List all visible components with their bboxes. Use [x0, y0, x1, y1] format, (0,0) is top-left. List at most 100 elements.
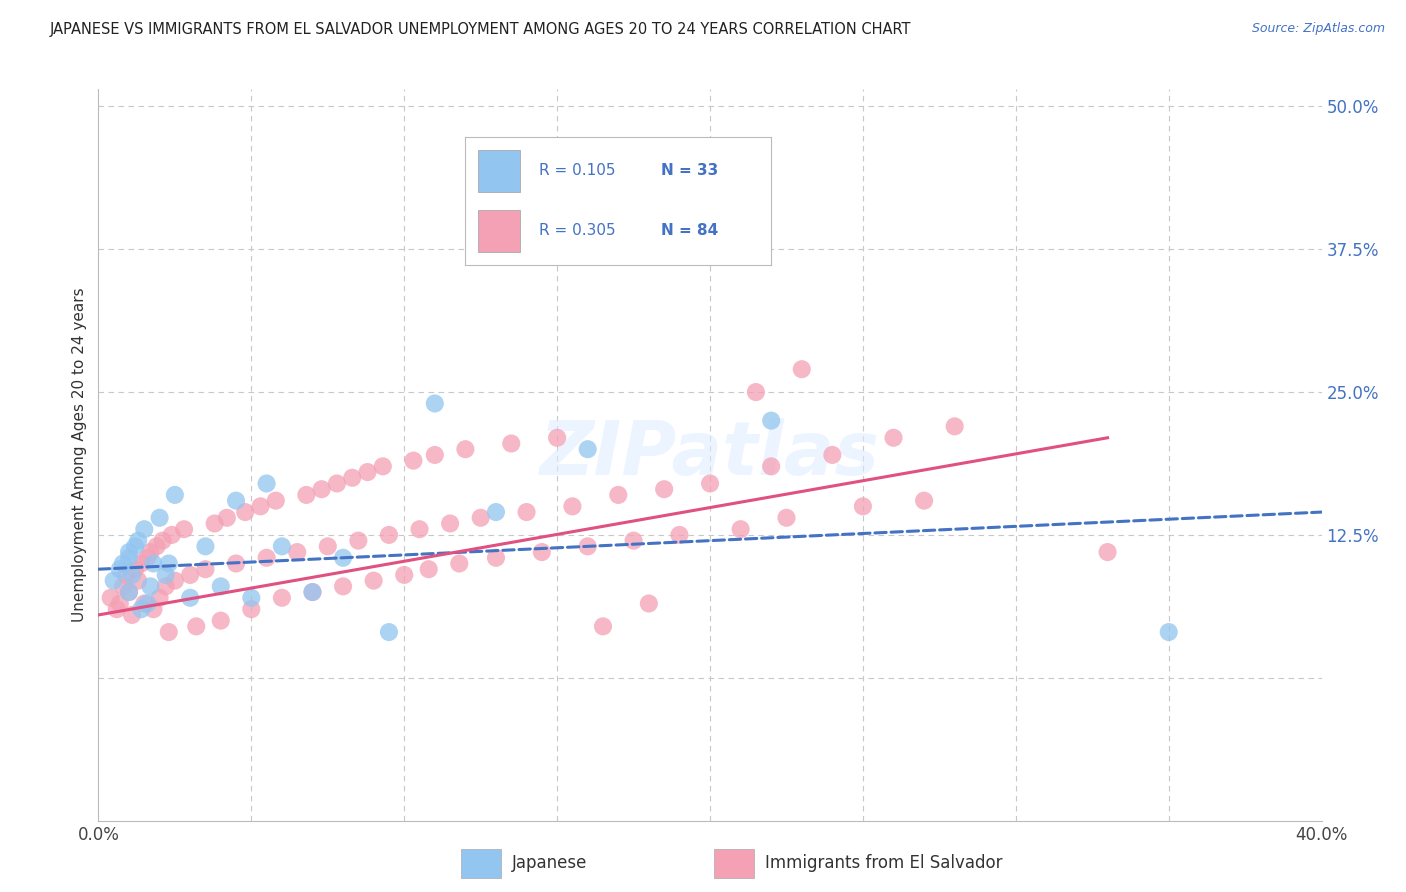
- Point: [912, 493, 935, 508]
- Point: [136, 550, 159, 565]
- Point: [821, 448, 844, 462]
- Point: [108, 562, 131, 576]
- Point: [209, 614, 232, 628]
- Point: [402, 453, 425, 467]
- Point: [270, 539, 292, 553]
- Point: [129, 602, 152, 616]
- Point: [127, 574, 149, 588]
- Point: [105, 602, 128, 616]
- Point: [378, 528, 401, 542]
- Point: [194, 539, 217, 553]
- Point: [576, 539, 599, 553]
- Point: [775, 510, 797, 524]
- Point: [256, 550, 278, 565]
- Point: [668, 528, 690, 542]
- Point: [134, 522, 156, 536]
- Point: [356, 465, 378, 479]
- Point: [118, 550, 141, 565]
- Point: [103, 574, 125, 588]
- Point: [790, 362, 813, 376]
- Point: [530, 545, 553, 559]
- Text: Immigrants from El Salvador: Immigrants from El Salvador: [765, 854, 1002, 872]
- Text: ZIPatlas: ZIPatlas: [540, 418, 880, 491]
- Point: [326, 476, 349, 491]
- Point: [179, 568, 201, 582]
- Point: [730, 522, 752, 536]
- Point: [392, 568, 416, 582]
- Point: [124, 539, 146, 553]
- Point: [157, 557, 180, 571]
- Point: [240, 591, 263, 605]
- Point: [316, 539, 339, 553]
- Point: [209, 579, 232, 593]
- Point: [347, 533, 370, 548]
- Point: [592, 619, 614, 633]
- Point: [607, 488, 630, 502]
- Point: [759, 414, 782, 428]
- Point: [1157, 625, 1180, 640]
- Point: [145, 539, 167, 553]
- Point: [157, 625, 180, 640]
- Point: [285, 545, 308, 559]
- Point: [439, 516, 461, 531]
- Point: [204, 516, 226, 531]
- Point: [215, 510, 238, 524]
- Point: [134, 597, 156, 611]
- Point: [759, 459, 782, 474]
- Point: [485, 505, 508, 519]
- Point: [501, 436, 523, 450]
- Point: [332, 579, 354, 593]
- Point: [371, 459, 394, 474]
- Point: [225, 493, 247, 508]
- Point: [160, 528, 183, 542]
- Point: [108, 597, 131, 611]
- Point: [111, 557, 134, 571]
- Point: [142, 557, 165, 571]
- Point: [233, 505, 256, 519]
- Point: [745, 385, 768, 400]
- Point: [194, 562, 217, 576]
- Point: [256, 476, 278, 491]
- Text: Source: ZipAtlas.com: Source: ZipAtlas.com: [1251, 22, 1385, 36]
- Text: Japanese: Japanese: [512, 854, 588, 872]
- Point: [378, 625, 401, 640]
- Text: JAPANESE VS IMMIGRANTS FROM EL SALVADOR UNEMPLOYMENT AMONG AGES 20 TO 24 YEARS C: JAPANESE VS IMMIGRANTS FROM EL SALVADOR …: [49, 22, 911, 37]
- Point: [111, 579, 134, 593]
- Point: [332, 550, 354, 565]
- Point: [142, 602, 165, 616]
- Point: [363, 574, 385, 588]
- Point: [423, 396, 446, 410]
- Point: [139, 579, 162, 593]
- Point: [179, 591, 201, 605]
- Point: [852, 500, 875, 514]
- Point: [115, 568, 138, 582]
- Point: [1097, 545, 1119, 559]
- Point: [295, 488, 318, 502]
- Point: [683, 145, 706, 159]
- Point: [546, 431, 568, 445]
- Point: [155, 579, 177, 593]
- Point: [163, 488, 186, 502]
- Point: [249, 500, 271, 514]
- Point: [149, 510, 172, 524]
- Bar: [461, 849, 501, 878]
- Point: [127, 533, 149, 548]
- Point: [240, 602, 263, 616]
- Point: [342, 471, 364, 485]
- Bar: [714, 849, 754, 878]
- Point: [301, 585, 323, 599]
- Point: [485, 550, 508, 565]
- Point: [637, 597, 661, 611]
- Point: [652, 482, 675, 496]
- Point: [100, 591, 122, 605]
- Point: [576, 442, 599, 457]
- Point: [121, 568, 143, 582]
- Point: [561, 500, 583, 514]
- Point: [943, 419, 966, 434]
- Y-axis label: Unemployment Among Ages 20 to 24 years: Unemployment Among Ages 20 to 24 years: [72, 287, 87, 623]
- Point: [408, 522, 430, 536]
- Point: [118, 545, 141, 559]
- Point: [454, 442, 477, 457]
- Point: [129, 557, 152, 571]
- Point: [264, 493, 287, 508]
